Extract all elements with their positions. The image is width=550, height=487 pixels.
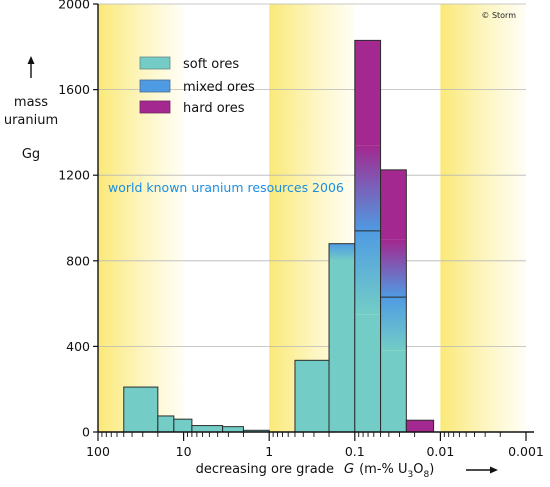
bar-soft [222,426,244,432]
y-axis-arrowhead-icon [27,56,35,64]
legend-label-soft: soft ores [183,57,239,72]
bar-segment-hard [380,169,407,240]
bar-segment-mixed [380,297,407,351]
y-tick-label: 400 [66,339,90,354]
bar-segment-soft [380,350,407,432]
bar-segment-mixed [329,243,355,261]
legend-label-hard: hard ores [183,101,245,116]
y-label-line-2: uranium [4,113,58,128]
x-tick-label: 0.01 [426,444,454,459]
bar-soft [123,387,158,432]
bar-soft [173,419,192,432]
bar-soft [191,425,223,432]
legend: soft ores mixed ores hard ores [139,56,255,116]
y-axis-label: mass uranium Gg [4,56,58,162]
x-tick-label: 0.001 [508,444,544,459]
x-axis-arrowhead-icon [490,466,498,474]
bar-segment-blend [354,145,381,231]
bar-segment-mixed [354,230,381,315]
bar-segment-blend [380,239,407,298]
y-label-unit: Gg [22,147,40,162]
bar-soft [243,430,270,432]
bar-hard [406,420,434,432]
axes: 0 400 800 1200 1600 2000 100 10 1 0.1 0.01 0.001 [58,0,544,459]
decade-band [98,4,184,432]
bar-soft [294,360,330,432]
x-tick-label: 10 [176,444,192,459]
decade-band [183,4,270,432]
decade-band [440,4,526,432]
x-tick-label: 0.1 [345,444,365,459]
legend-swatch-hard [139,100,171,114]
bar-segment-soft [329,260,355,432]
y-tick-label: 800 [66,253,90,268]
y-tick-label: 1200 [58,168,90,183]
bar-segment-hard [354,40,381,146]
copyright-credit: © Storm [481,11,516,20]
bar-segment-soft [354,314,381,432]
y-tick-label: 0 [82,425,90,440]
bars-group [123,39,435,433]
chart-annotation: world known uranium resources 2006 [108,180,344,195]
x-label-formula: G (m-% U3O8) [344,462,434,480]
legend-label-mixed: mixed ores [183,80,255,95]
legend-swatch-mixed [139,79,171,93]
background-bands [98,4,526,432]
x-tick-label: 100 [86,444,110,459]
y-tick-label: 1600 [58,82,90,97]
y-tick-label: 2000 [58,0,90,12]
x-tick-label: 1 [265,444,273,459]
x-axis-label: decreasing ore grade G (m-% U3O8) [196,462,498,480]
bar-soft [157,415,174,432]
x-label-text: decreasing ore grade [196,462,334,477]
legend-swatch-soft [139,56,171,70]
y-label-line-1: mass [14,95,48,110]
